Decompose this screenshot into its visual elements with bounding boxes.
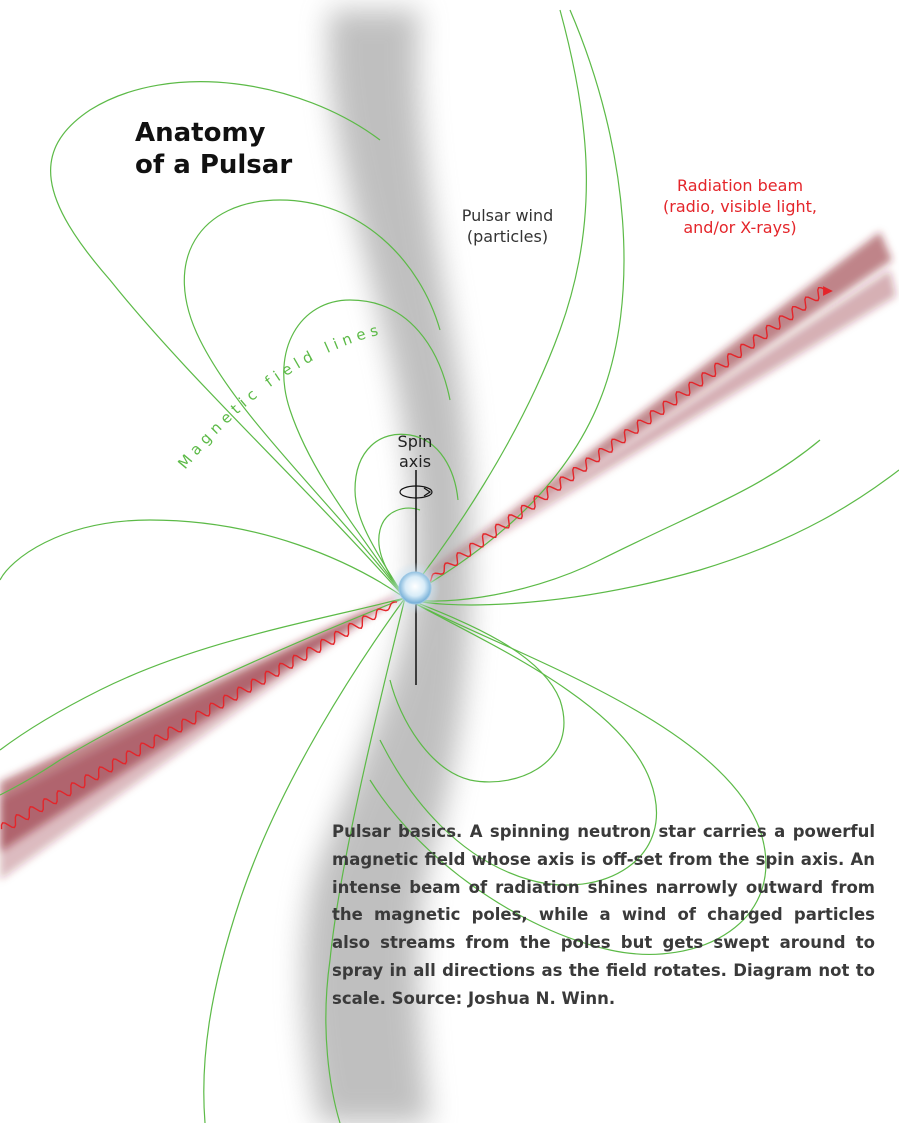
field-line — [404, 439, 821, 602]
magnetic-field-lines — [0, 9, 899, 1123]
field-line — [0, 597, 406, 796]
field-line — [378, 507, 421, 599]
radiation-beam-label: Radiation beam (radio, visible light, an… — [650, 175, 830, 238]
spin-label-line-2: axis — [398, 452, 432, 471]
neutron-star — [389, 562, 441, 614]
radiation-beam-glow — [0, 232, 896, 880]
title-line-2: of a Pulsar — [135, 150, 293, 180]
title-line-1: Anatomy — [135, 118, 266, 148]
field-line — [183, 199, 441, 599]
field-line — [203, 597, 406, 1123]
field-line — [0, 597, 406, 751]
field-line — [50, 81, 406, 599]
beam-wave-upper — [424, 286, 833, 584]
beam-label-line-3: and/or X-rays) — [683, 218, 797, 237]
wind-label-line-1: Pulsar wind — [461, 206, 554, 225]
figure-caption: Pulsar basics. A spinning neutron star c… — [332, 822, 875, 1008]
beam-wave-lower — [0, 601, 397, 830]
radiation-beam-waves — [0, 286, 833, 830]
field-line — [283, 299, 451, 599]
field-lines-label: Magnetic field lines — [174, 320, 385, 473]
field-line — [404, 9, 587, 599]
wind-label-line-2: (particles) — [466, 227, 549, 246]
field-line — [0, 519, 406, 599]
field-line — [389, 597, 565, 783]
beam-label-line-1: Radiation beam — [676, 176, 804, 195]
pulsar-wind — [303, 10, 471, 1123]
pulsar-wind-label: Pulsar wind (particles) — [445, 205, 570, 247]
field-line — [325, 597, 406, 1123]
field-line — [354, 433, 459, 599]
field-line — [404, 9, 625, 599]
field-line — [379, 597, 657, 886]
spin-axis-label: Spin axis — [380, 432, 450, 472]
beam-label-line-2: (radio, visible light, — [663, 197, 817, 216]
field-line — [404, 469, 899, 606]
spin-label-line-1: Spin — [397, 432, 433, 451]
diagram-title: Anatomy of a Pulsar — [135, 117, 292, 181]
field-line — [369, 597, 767, 955]
